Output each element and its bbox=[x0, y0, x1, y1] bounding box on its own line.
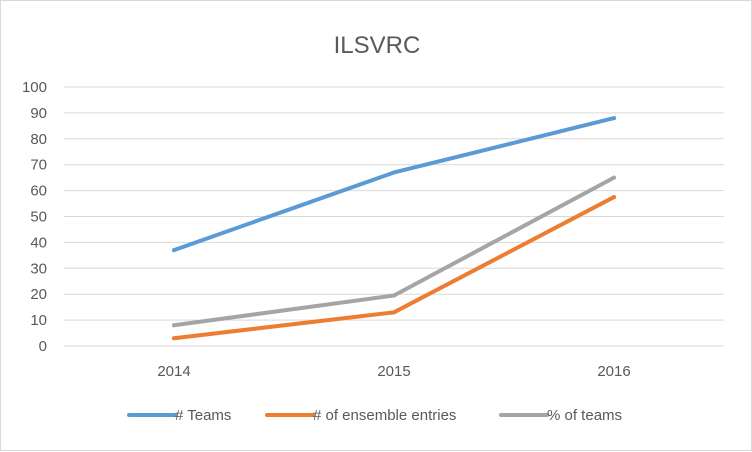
y-tick-label: 50 bbox=[30, 209, 47, 226]
y-tick-label: 30 bbox=[30, 260, 47, 277]
legend-label: # of ensemble entries bbox=[313, 407, 456, 424]
data-point bbox=[172, 248, 176, 253]
chart-title: ILSVRC bbox=[334, 32, 421, 59]
x-tick-label: 2014 bbox=[157, 363, 190, 380]
y-tick-label: 20 bbox=[30, 286, 47, 303]
data-point bbox=[392, 293, 396, 298]
y-axis-tick-labels: 0 10 20 30 40 50 60 70 80 90 100 bbox=[22, 79, 47, 355]
data-point bbox=[172, 336, 176, 341]
legend-label: # Teams bbox=[175, 407, 231, 424]
y-tick-label: 0 bbox=[39, 338, 47, 355]
gridlines bbox=[64, 86, 724, 347]
legend: # Teams # of ensemble entries % of teams bbox=[127, 407, 622, 424]
x-tick-label: 2016 bbox=[597, 363, 630, 380]
series-lines bbox=[172, 116, 616, 341]
data-point bbox=[392, 170, 396, 175]
y-tick-label: 10 bbox=[30, 312, 47, 329]
y-tick-label: 40 bbox=[30, 234, 47, 251]
series-line-3 bbox=[172, 175, 616, 328]
y-tick-label: 60 bbox=[30, 183, 47, 200]
data-point bbox=[392, 310, 396, 315]
x-tick-label: 2015 bbox=[377, 363, 410, 380]
x-axis-tick-labels: 2014 2015 2016 bbox=[157, 363, 630, 380]
y-tick-label: 90 bbox=[30, 105, 47, 122]
legend-label: % of teams bbox=[547, 407, 622, 424]
y-tick-label: 80 bbox=[30, 131, 47, 148]
y-tick-label: 70 bbox=[30, 157, 47, 174]
data-point bbox=[612, 116, 616, 121]
data-point bbox=[172, 323, 176, 328]
data-point bbox=[612, 195, 616, 200]
data-point bbox=[612, 175, 616, 180]
y-tick-label: 100 bbox=[22, 79, 47, 96]
